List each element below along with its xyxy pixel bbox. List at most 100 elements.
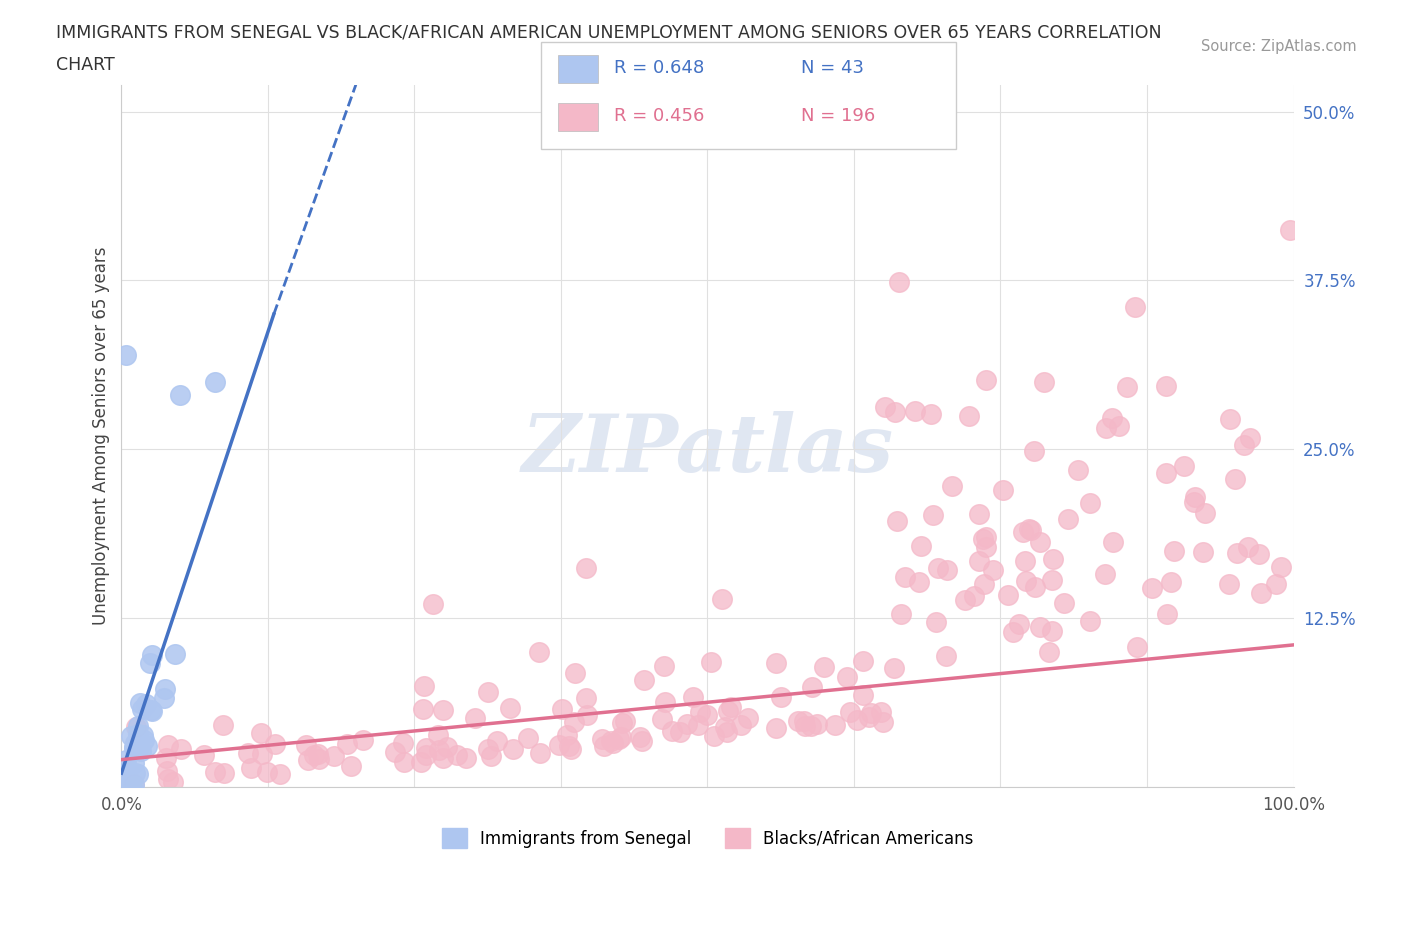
Point: [1194, 506, 1216, 521]
Point: [1249, 547, 1271, 562]
Point: [432, 702, 454, 717]
Point: [127, 727, 149, 742]
Point: [394, 755, 416, 770]
Point: [904, 404, 927, 418]
Point: [1094, 567, 1116, 582]
Point: [699, 654, 721, 669]
Point: [837, 670, 859, 684]
Point: [564, 666, 586, 681]
Point: [250, 746, 273, 761]
Point: [415, 740, 437, 755]
Point: [156, 737, 179, 752]
Point: [786, 713, 808, 728]
Point: [121, 779, 143, 794]
Point: [575, 708, 598, 723]
Point: [770, 690, 793, 705]
Text: ZIPatlas: ZIPatlas: [522, 411, 894, 488]
Point: [1182, 495, 1205, 510]
Legend: Immigrants from Senegal, Blacks/African Americans: Immigrants from Senegal, Blacks/African …: [441, 828, 973, 848]
Point: [132, 728, 155, 743]
Point: [157, 771, 180, 786]
Point: [1028, 535, 1050, 550]
Point: [1239, 431, 1261, 445]
Point: [112, 779, 135, 794]
Text: R = 0.456: R = 0.456: [614, 107, 704, 126]
Point: [477, 741, 499, 756]
Point: [135, 738, 157, 753]
Point: [886, 513, 908, 528]
Point: [824, 717, 846, 732]
Point: [1024, 580, 1046, 595]
Point: [1126, 640, 1149, 655]
Point: [720, 700, 742, 715]
Point: [477, 684, 499, 699]
Point: [193, 748, 215, 763]
Point: [122, 740, 145, 755]
Point: [714, 720, 737, 735]
Point: [1156, 465, 1178, 480]
Point: [527, 645, 550, 660]
Point: [1038, 644, 1060, 659]
Point: [592, 732, 614, 747]
Point: [122, 755, 145, 770]
Point: [117, 762, 139, 777]
Point: [112, 779, 135, 794]
Point: [551, 701, 574, 716]
Point: [676, 716, 699, 731]
Point: [308, 752, 330, 767]
Point: [1018, 521, 1040, 536]
Point: [115, 752, 138, 767]
Point: [155, 681, 177, 696]
Point: [336, 737, 359, 751]
Point: [890, 606, 912, 621]
Point: [1226, 545, 1249, 560]
Point: [1042, 573, 1064, 588]
Point: [112, 768, 135, 783]
Point: [813, 659, 835, 674]
Point: [1029, 620, 1052, 635]
Point: [991, 483, 1014, 498]
Point: [114, 777, 136, 791]
Point: [651, 711, 673, 726]
Point: [974, 529, 997, 544]
Point: [112, 779, 135, 794]
Point: [516, 730, 538, 745]
Point: [689, 705, 711, 720]
Point: [614, 714, 637, 729]
Point: [264, 737, 287, 751]
Point: [920, 406, 942, 421]
Point: [973, 577, 995, 591]
Text: R = 0.648: R = 0.648: [614, 59, 704, 77]
Point: [1278, 222, 1301, 237]
Point: [592, 738, 614, 753]
Point: [256, 764, 278, 779]
Point: [422, 597, 444, 612]
Point: [963, 588, 986, 603]
Point: [122, 777, 145, 791]
Point: [1116, 379, 1139, 394]
Point: [446, 747, 468, 762]
Text: CHART: CHART: [56, 56, 115, 73]
Point: [502, 742, 524, 757]
Point: [1014, 553, 1036, 568]
Point: [1015, 573, 1038, 588]
Point: [1237, 539, 1260, 554]
Text: N = 196: N = 196: [801, 107, 876, 126]
Point: [631, 734, 654, 749]
Point: [115, 347, 138, 362]
Point: [129, 696, 152, 711]
Point: [169, 388, 191, 403]
Point: [1265, 577, 1288, 591]
Point: [340, 759, 363, 774]
Point: [1012, 525, 1035, 539]
Point: [858, 710, 880, 724]
Text: IMMIGRANTS FROM SENEGAL VS BLACK/AFRICAN AMERICAN UNEMPLOYMENT AMONG SENIORS OVE: IMMIGRANTS FROM SENEGAL VS BLACK/AFRICAN…: [56, 23, 1161, 41]
Point: [548, 737, 571, 752]
Point: [1001, 625, 1024, 640]
Point: [935, 649, 957, 664]
Point: [846, 712, 869, 727]
Point: [628, 730, 651, 745]
Point: [1163, 544, 1185, 559]
Point: [894, 569, 917, 584]
Point: [927, 561, 949, 576]
